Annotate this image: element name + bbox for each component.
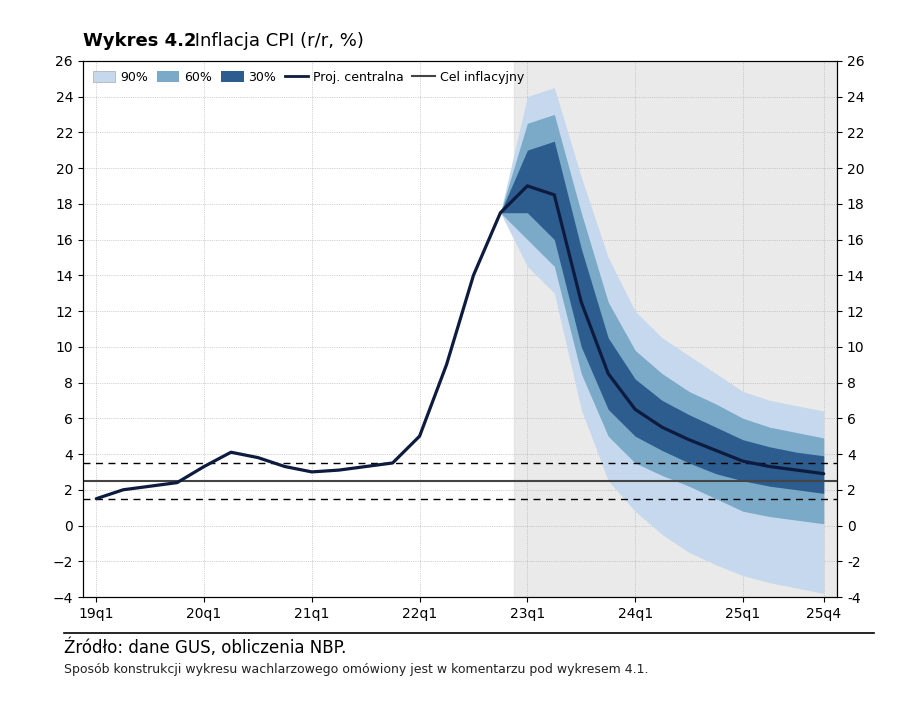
Legend: 90%, 60%, 30%, Proj. centralna, Cel inflacyjny: 90%, 60%, 30%, Proj. centralna, Cel infl…: [89, 67, 528, 87]
Text: Inflacja CPI (r/r, %): Inflacja CPI (r/r, %): [188, 32, 363, 50]
Text: Wykres 4.2: Wykres 4.2: [83, 32, 196, 50]
Text: Sposób konstrukcji wykresu wachlarzowego omówiony jest w komentarzu pod wykresem: Sposób konstrukcji wykresu wachlarzowego…: [64, 663, 648, 676]
Bar: [514, 61, 836, 597]
Text: Źródło: dane GUS, obliczenia NBP.: Źródło: dane GUS, obliczenia NBP.: [64, 638, 346, 657]
